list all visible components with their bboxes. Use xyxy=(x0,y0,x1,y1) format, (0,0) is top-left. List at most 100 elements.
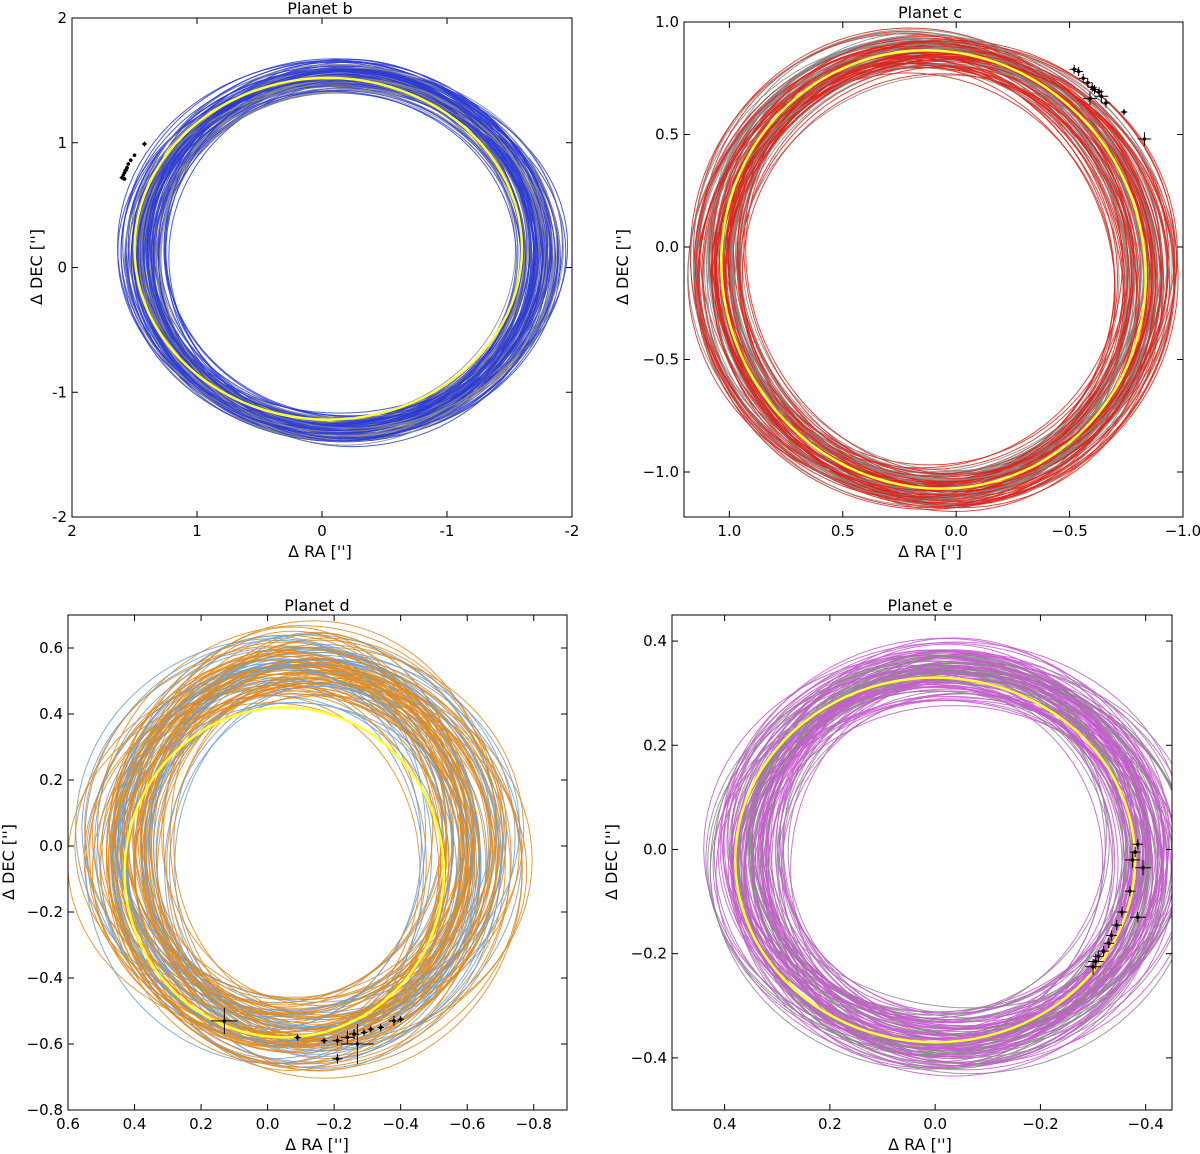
orbit-sample xyxy=(723,32,1142,481)
y-tick-label: -2 xyxy=(52,508,67,526)
x-tick-label: −0.5 xyxy=(1051,522,1087,540)
orbit-family xyxy=(703,637,1172,1077)
orbit-sample xyxy=(724,58,1176,504)
astrometry-points xyxy=(211,1007,404,1064)
data-point xyxy=(1111,919,1122,931)
data-point xyxy=(1074,67,1084,76)
orbit-sample xyxy=(132,649,434,1008)
orbit-sample xyxy=(137,626,448,1039)
data-point xyxy=(132,153,137,158)
y-axis-label: Δ DEC [''] xyxy=(602,824,621,900)
data-point xyxy=(1094,87,1104,97)
data-point xyxy=(1094,89,1109,103)
data-point xyxy=(211,1007,238,1035)
best-fit-orbit xyxy=(123,706,446,1039)
panel-title: Planet b xyxy=(287,0,352,18)
orbit-sample xyxy=(126,681,425,1060)
best-fit-orbit xyxy=(133,76,524,421)
orbit-sample xyxy=(729,664,1164,1024)
orbit-sample xyxy=(762,685,1132,1059)
x-tick-label: 0.4 xyxy=(123,1115,147,1133)
y-axis-label: Δ DEC [''] xyxy=(27,229,46,305)
y-tick-label: −1.0 xyxy=(643,463,679,481)
data-point xyxy=(367,1025,375,1033)
panel-title: Planet e xyxy=(887,596,952,615)
orbit-sample xyxy=(148,681,494,1025)
panel-title: Planet d xyxy=(284,596,349,615)
y-tick-label: 0.0 xyxy=(39,837,63,855)
x-axis-label: Δ RA [''] xyxy=(288,542,352,561)
y-tick-label: 0.5 xyxy=(655,126,679,144)
data-point xyxy=(1124,885,1136,897)
data-point xyxy=(126,162,131,166)
orbit-sample xyxy=(121,635,427,1029)
x-tick-label: 1 xyxy=(192,522,202,540)
data-point xyxy=(1116,906,1128,918)
orbit-sample xyxy=(130,80,535,435)
data-point xyxy=(1135,859,1151,876)
x-tick-label: 0.0 xyxy=(256,1115,280,1133)
orbit-sample xyxy=(713,62,1116,496)
y-tick-label: −0.5 xyxy=(643,351,679,369)
x-axis-label: Δ RA [''] xyxy=(888,1135,952,1154)
x-tick-label: 1.0 xyxy=(717,522,741,540)
panel-title: Planet c xyxy=(898,3,962,22)
data-point xyxy=(128,158,133,163)
data-point xyxy=(397,1015,404,1023)
orbit-sample xyxy=(766,652,1124,1036)
x-tick-label: −0.4 xyxy=(1127,1115,1163,1133)
orbit-sample xyxy=(717,38,1131,497)
data-point xyxy=(332,1035,343,1046)
astrometry-points xyxy=(1069,64,1152,146)
data-point xyxy=(122,177,127,181)
orbit-sample xyxy=(774,666,1144,1037)
orbit-sample xyxy=(174,683,478,1049)
orbit-sample xyxy=(765,671,1119,1055)
data-point xyxy=(1106,930,1117,941)
orbit-sample xyxy=(761,655,1149,1063)
y-tick-label: 0.4 xyxy=(39,705,63,723)
panel-planet-c: Planet c Δ RA [''] Δ DEC [''] 1.0 0.5 0.0 −… xyxy=(613,3,1200,561)
x-tick-label: 2 xyxy=(67,522,77,540)
orbit-sample xyxy=(752,683,1104,1040)
x-tick-label: -2 xyxy=(565,522,580,540)
y-tick-label: −0.6 xyxy=(27,1035,63,1053)
orbit-sample xyxy=(144,634,461,1035)
orbit-sample xyxy=(136,76,557,439)
orbit-sample xyxy=(719,35,1156,500)
orbit-sample xyxy=(87,684,468,1034)
orbit-sample xyxy=(140,658,504,1028)
orbit-sample xyxy=(753,705,1153,1043)
orbit-sample xyxy=(112,651,512,1065)
y-axis-label: Δ DEC [''] xyxy=(0,824,18,900)
orbit-sample xyxy=(111,702,474,1039)
x-tick-label: -1 xyxy=(440,522,455,540)
orbit-sample xyxy=(744,656,1139,1045)
x-tick-label: 0.6 xyxy=(56,1115,80,1133)
data-point xyxy=(1098,945,1109,957)
best-fit-orbit xyxy=(720,49,1147,490)
orbit-sample xyxy=(117,678,454,1012)
x-tick-label: −1.0 xyxy=(1165,522,1200,540)
data-point xyxy=(1083,91,1097,106)
orbit-sample xyxy=(113,651,521,1003)
x-tick-label: 0.2 xyxy=(189,1115,213,1133)
data-point xyxy=(377,1024,385,1031)
orbit-sample xyxy=(85,667,461,1065)
x-tick-label: 0.2 xyxy=(818,1115,842,1133)
data-point xyxy=(1101,98,1111,108)
orbit-sample xyxy=(124,662,422,1029)
y-tick-label: 2 xyxy=(57,9,67,27)
data-point xyxy=(1085,958,1101,975)
orbit-family xyxy=(687,27,1179,513)
panel-planet-d: Planet d Δ RA [''] Δ DEC [''] 0.6 0.4 0.2 0… xyxy=(0,596,568,1154)
y-tick-label: −0.2 xyxy=(631,945,667,963)
orbit-sample xyxy=(693,29,1143,490)
y-tick-label: 1.0 xyxy=(655,13,679,31)
orbit-sample xyxy=(724,55,1171,502)
x-tick-label: −0.2 xyxy=(316,1115,352,1133)
data-point xyxy=(1103,938,1115,949)
y-axis-label: Δ DEC [''] xyxy=(613,229,632,305)
data-point xyxy=(1129,846,1141,858)
y-tick-label: 0.0 xyxy=(655,238,679,256)
